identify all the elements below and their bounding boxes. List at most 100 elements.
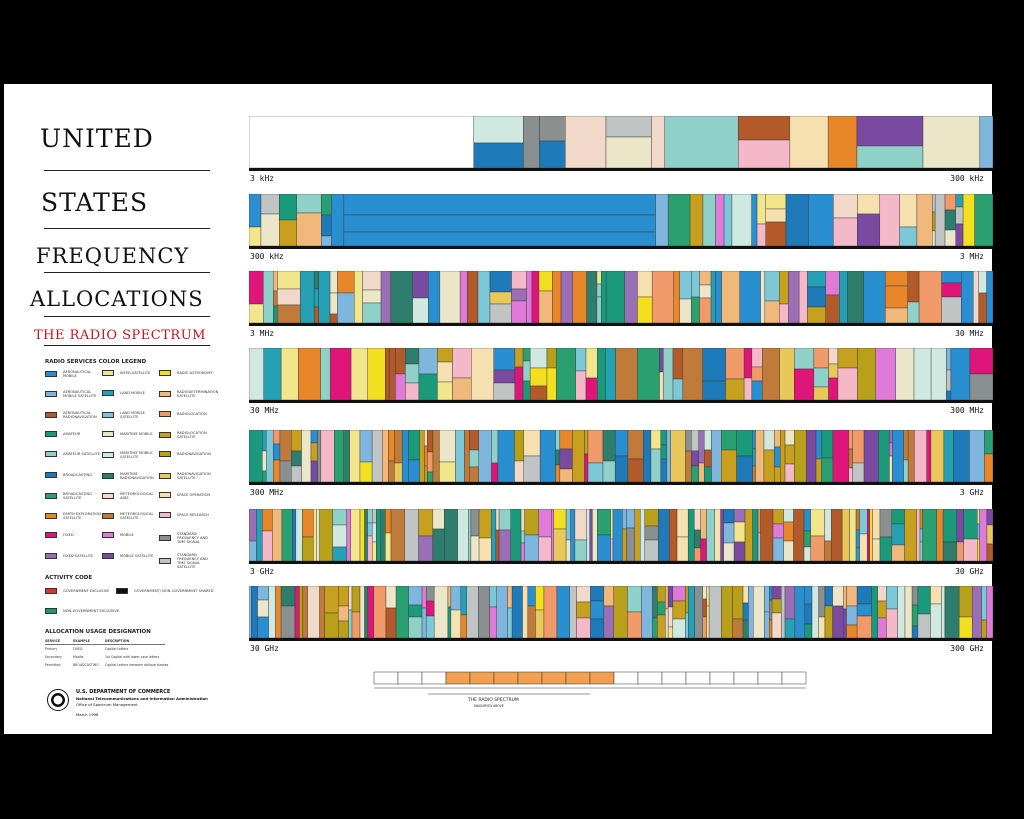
allocation-block xyxy=(867,509,871,562)
allocation-block xyxy=(760,509,774,562)
legend-heading: RADIO SERVICES COLOR LEGEND xyxy=(45,359,147,365)
allocation-block xyxy=(953,430,970,483)
legend-item: RADIOLOCATION xyxy=(159,410,217,417)
allocation-block xyxy=(793,509,805,562)
allocation-block xyxy=(597,348,606,401)
allocation-block xyxy=(877,586,887,602)
allocation-block xyxy=(783,540,794,562)
allocation-block xyxy=(942,541,957,562)
allocation-block xyxy=(784,444,795,465)
legend-swatch xyxy=(45,451,57,458)
allocation-block xyxy=(529,367,548,387)
allocation-block xyxy=(489,271,512,293)
allocation-block xyxy=(832,586,844,607)
allocation-block xyxy=(958,616,973,639)
usage-cell: Mobile xyxy=(73,655,84,659)
allocation-block xyxy=(930,603,942,639)
allocation-block xyxy=(855,509,860,531)
allocation-block xyxy=(946,369,952,392)
allocation-block xyxy=(302,536,314,562)
allocation-block xyxy=(367,348,386,401)
band-end-label: 300 GHz xyxy=(950,644,984,653)
allocation-block xyxy=(700,509,707,540)
allocation-block xyxy=(514,460,524,483)
allocation-block xyxy=(765,221,787,247)
legend-swatch xyxy=(159,512,171,519)
allocation-block xyxy=(464,430,470,483)
allocation-block xyxy=(918,271,942,324)
allocation-block xyxy=(783,509,794,523)
allocation-block xyxy=(596,271,602,285)
allocation-block xyxy=(919,528,923,543)
office-name: Office of Spectrum Management xyxy=(76,702,138,707)
allocation-block xyxy=(329,292,338,315)
allocation-block xyxy=(977,509,980,525)
allocation-block xyxy=(457,509,469,562)
band-end-label: 30 GHz xyxy=(955,567,984,576)
allocation-block xyxy=(613,586,628,639)
allocation-block xyxy=(978,292,987,324)
legend-item: RADIODETERMINATION SATELLITE xyxy=(159,390,219,399)
frequency-band xyxy=(249,271,993,326)
allocation-block xyxy=(268,586,276,639)
allocation-block xyxy=(751,194,758,247)
allocation-block xyxy=(771,598,782,614)
legend-label: RADIO ASTRONOMY xyxy=(177,371,213,375)
legend-swatch xyxy=(45,492,57,499)
allocation-block xyxy=(348,609,353,639)
allocation-block xyxy=(262,430,267,452)
allocation-block xyxy=(612,509,623,562)
allocation-block xyxy=(825,294,840,324)
allocation-block xyxy=(751,380,763,401)
allocation-block xyxy=(930,430,945,483)
allocation-block xyxy=(723,522,735,544)
allocation-block xyxy=(769,586,773,601)
allocation-block xyxy=(846,624,858,639)
allocation-block xyxy=(725,348,745,380)
allocation-block xyxy=(756,223,766,247)
legend-label: STANDARD FREQUENCY AND TIME SIGNAL SATEL… xyxy=(177,552,208,569)
legend-item: FIXED xyxy=(45,532,103,539)
allocation-block xyxy=(404,509,419,562)
allocation-block xyxy=(408,586,423,606)
allocation-block xyxy=(733,541,746,562)
allocation-block xyxy=(603,586,614,607)
allocation-block xyxy=(771,586,782,600)
allocation-block xyxy=(477,271,491,324)
legend-item: EARTH EXPLORATION SATELLITE xyxy=(45,512,103,520)
legend-item: LAND MOBILE xyxy=(102,390,160,397)
allocation-block xyxy=(520,542,525,562)
legend-item: RADIONAVIGATION SATELLITE xyxy=(159,472,217,480)
allocation-block xyxy=(587,462,604,483)
allocation-block xyxy=(610,538,614,562)
allocation-block xyxy=(497,430,515,483)
allocation-block xyxy=(803,509,811,532)
allocation-block xyxy=(682,348,703,401)
allocation-block xyxy=(831,509,843,562)
allocation-block xyxy=(731,194,752,247)
allocation-block xyxy=(765,208,787,223)
allocation-block xyxy=(301,430,312,483)
allocation-block xyxy=(553,509,567,530)
allocation-block xyxy=(546,367,557,401)
allocation-block xyxy=(732,618,744,639)
allocation-block xyxy=(427,451,434,473)
allocation-block xyxy=(321,235,332,247)
allocation-block xyxy=(491,430,499,464)
allocation-block xyxy=(469,430,479,451)
allocation-block xyxy=(650,448,662,483)
activity-code-strip xyxy=(249,246,993,249)
allocation-block xyxy=(576,586,591,603)
allocation-block xyxy=(702,380,726,401)
allocation-block xyxy=(273,430,281,445)
legend-label: RADIODETERMINATION SATELLITE xyxy=(177,390,219,399)
allocation-block xyxy=(725,378,745,401)
allocation-block xyxy=(672,378,684,401)
allocation-block xyxy=(892,430,904,483)
allocation-block xyxy=(703,449,712,468)
allocation-block xyxy=(804,586,813,605)
allocation-block xyxy=(425,615,435,639)
allocation-block xyxy=(714,509,721,562)
allocation-block xyxy=(828,377,839,401)
allocation-block xyxy=(641,586,653,639)
